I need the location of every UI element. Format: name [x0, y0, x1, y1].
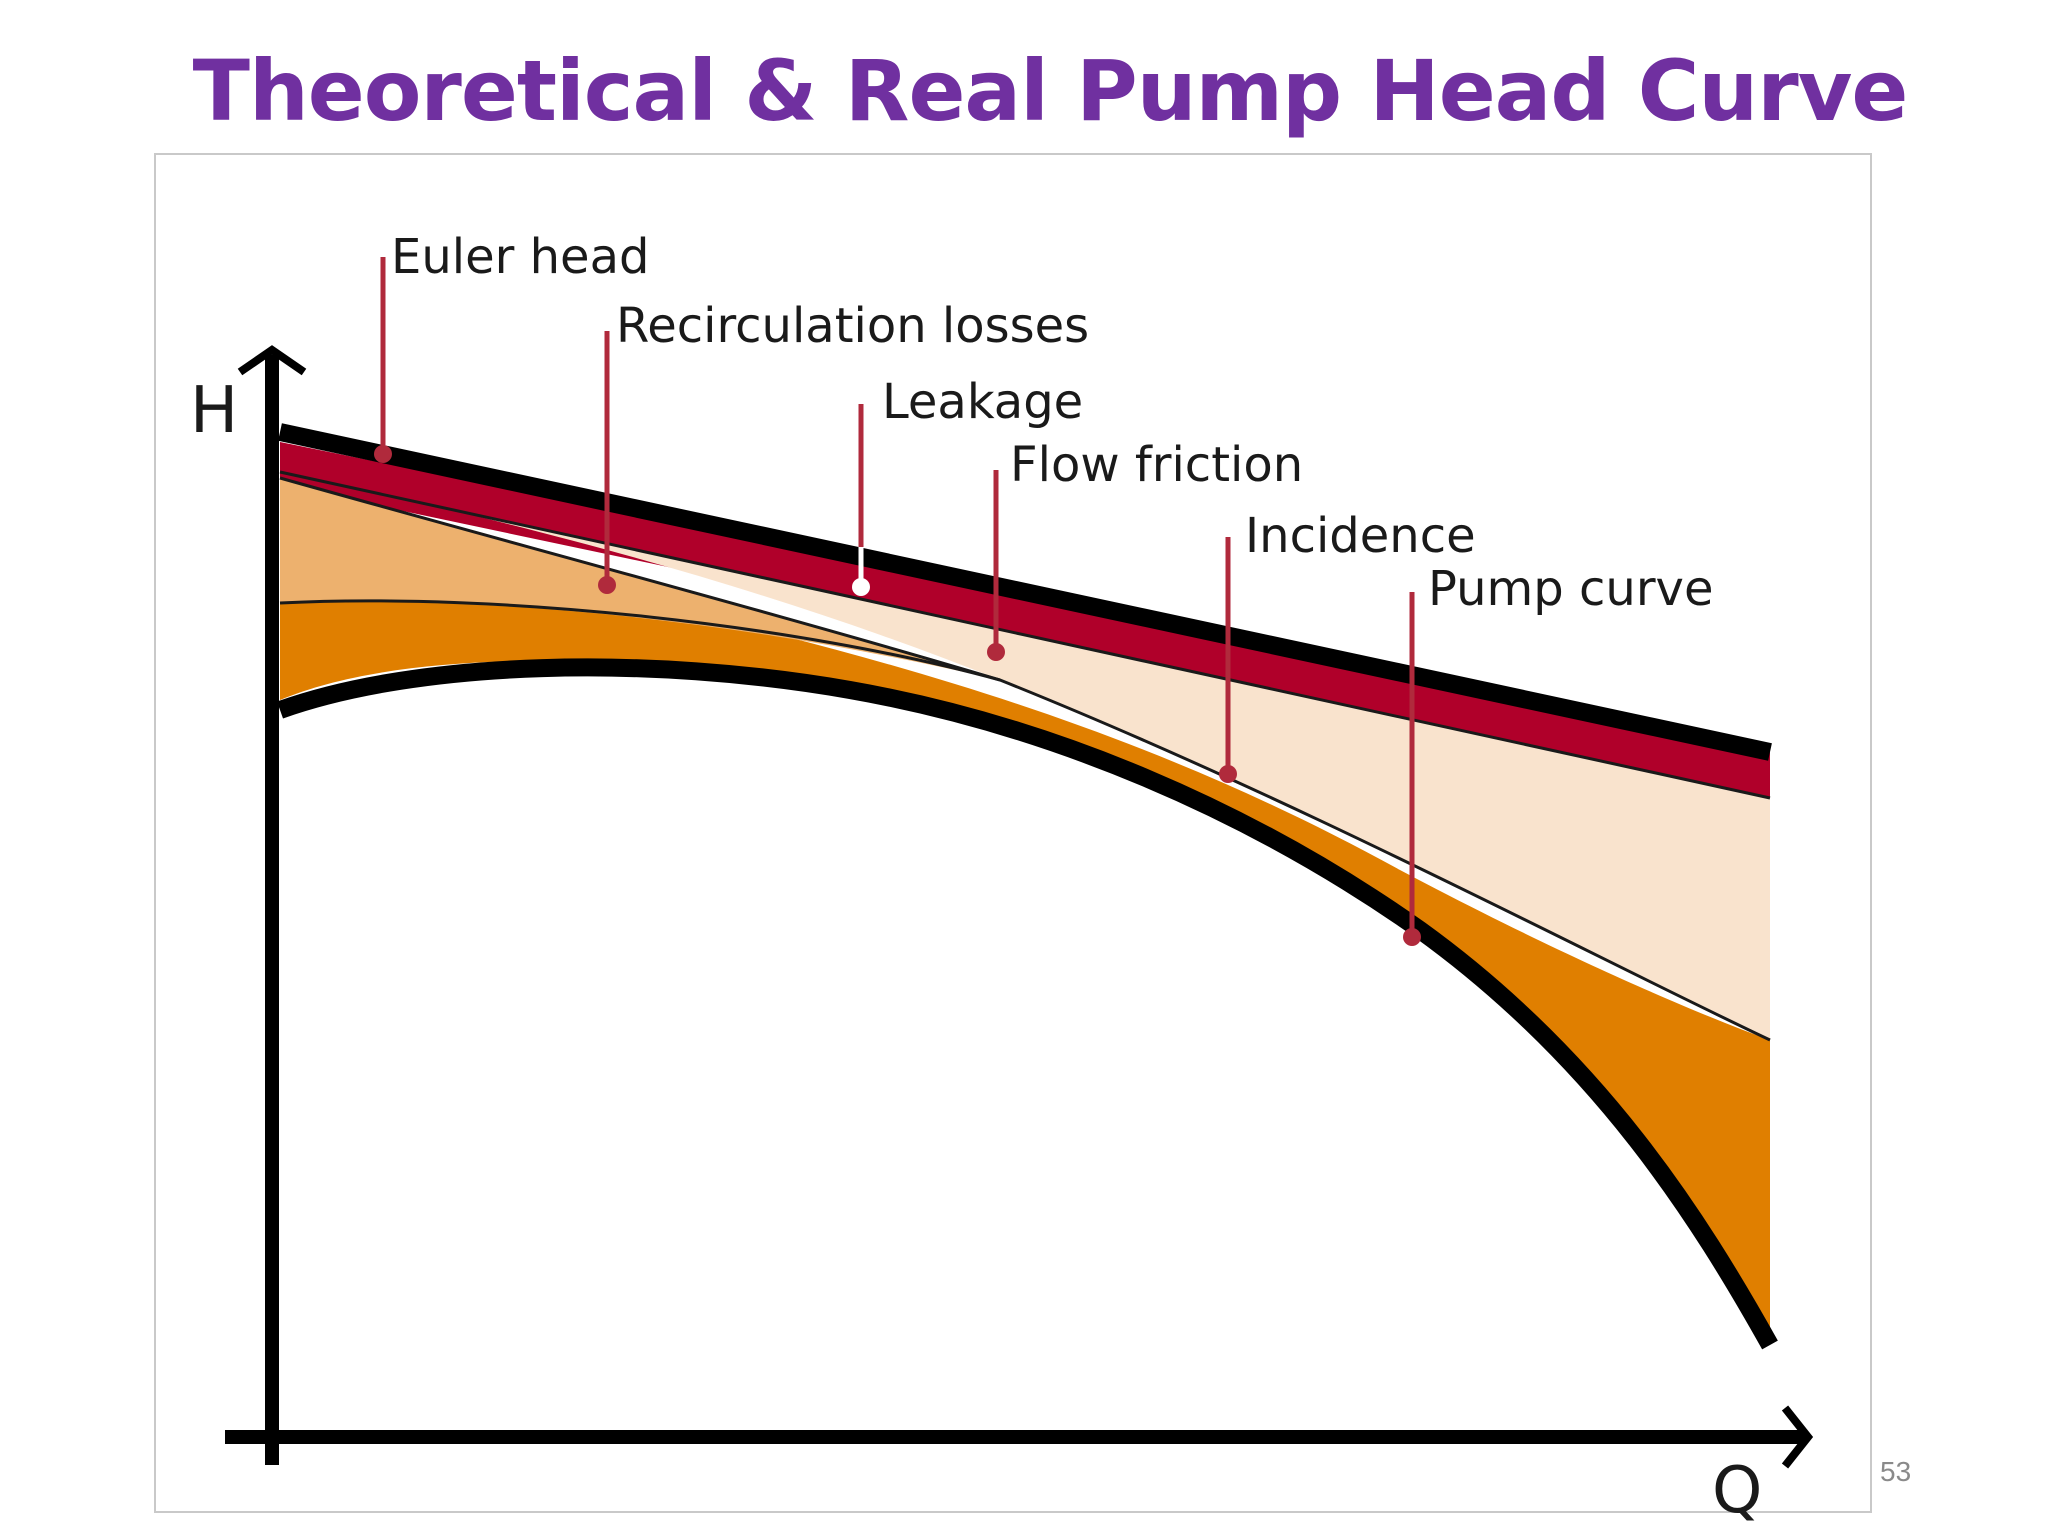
label-leakage: Leakage — [882, 374, 1083, 430]
dot-pump-curve — [1403, 928, 1421, 946]
y-axis-arrowhead — [237, 345, 307, 376]
slide-title: Theoretical & Real Pump Head Curve — [192, 42, 1909, 140]
x-axis-arrowhead — [1781, 1405, 1814, 1469]
boundary-curve-1 — [279, 476, 1771, 1042]
dot-leakage — [852, 578, 870, 596]
label-incidence: Incidence — [1245, 508, 1476, 564]
dot-euler-head — [374, 445, 392, 463]
pump-curve — [276, 658, 1778, 1350]
label-euler-head: Euler head — [391, 229, 649, 285]
dot-recirculation — [598, 576, 616, 594]
y-axis-label: H — [190, 374, 238, 448]
boundary-line-3 — [279, 470, 1771, 800]
euler-head-band — [280, 442, 1770, 800]
boundary-curve-2 — [279, 599, 1001, 682]
page-number: 53 — [1880, 1456, 1912, 1487]
light-loss-region — [280, 472, 1770, 1040]
label-recirculation-losses: Recirculation losses — [616, 298, 1089, 354]
label-flow-friction: Flow friction — [1010, 437, 1303, 493]
dot-incidence — [1219, 765, 1237, 783]
x-axis-label: Q — [1712, 1454, 1762, 1528]
euler-head-line — [278, 423, 1772, 761]
dot-flow-friction — [987, 643, 1005, 661]
label-pump-curve: Pump curve — [1428, 561, 1714, 617]
